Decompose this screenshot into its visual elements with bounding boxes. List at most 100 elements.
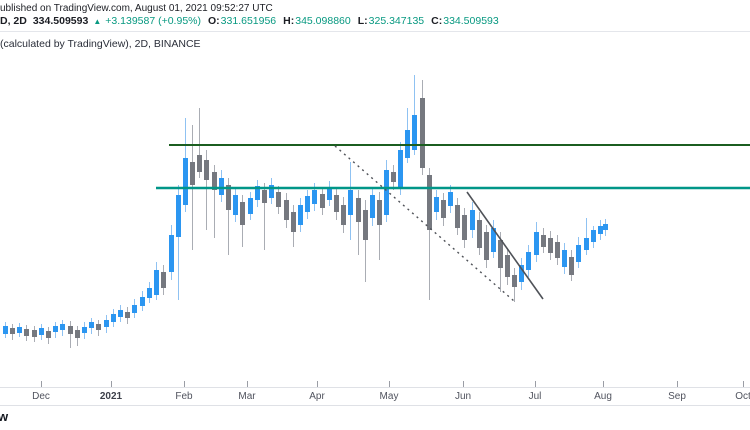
candle-down — [204, 160, 209, 180]
candle-up — [169, 235, 174, 272]
x-axis-tick — [743, 381, 744, 387]
candle-down — [240, 202, 245, 225]
candle-up — [176, 195, 181, 237]
candle-down — [32, 330, 37, 337]
candle-down — [441, 200, 446, 218]
price-change: +3.139587 (+0.95%) — [105, 15, 201, 27]
x-axis-label-dec: Dec — [32, 391, 50, 402]
candle-down — [212, 172, 217, 190]
close-value: 334.509593 — [443, 15, 499, 27]
candle-up — [269, 185, 274, 198]
candle-up — [576, 245, 581, 262]
time-axis-bottom-border — [0, 405, 750, 406]
candle-up — [82, 327, 87, 333]
x-axis-tick — [184, 381, 185, 387]
candle-up — [3, 326, 8, 334]
x-axis-tick — [317, 381, 318, 387]
candle-up — [154, 270, 159, 295]
candle-down — [291, 212, 296, 232]
x-axis-tick — [389, 381, 390, 387]
pane-label: (calculated by TradingView), 2D, BINANCE — [0, 38, 201, 50]
last-price: 334.509593 — [32, 15, 89, 27]
high-value: 345.098860 — [295, 15, 351, 27]
candle-up — [526, 252, 531, 270]
x-axis-label-sep: Sep — [668, 391, 686, 402]
candle-down — [391, 172, 396, 182]
candle-down — [356, 198, 361, 222]
candle-up — [233, 195, 238, 215]
candle-down — [320, 194, 325, 208]
candle-up — [305, 196, 310, 212]
candle-down — [363, 210, 368, 240]
candle-up — [448, 192, 453, 206]
candle-up — [327, 188, 332, 200]
candle-down — [541, 235, 546, 247]
high-label: H: — [283, 15, 295, 27]
candle-down — [455, 205, 460, 228]
candle-up — [384, 170, 389, 215]
candle-up — [491, 228, 496, 252]
candle-down — [555, 242, 560, 258]
candle-down — [96, 324, 101, 330]
x-axis-label-feb: Feb — [175, 391, 193, 402]
open-value: 331.651956 — [220, 15, 277, 27]
x-axis-label-aug: Aug — [594, 391, 612, 402]
x-axis-label-2021: 2021 — [99, 391, 123, 402]
candle-down — [24, 329, 29, 336]
candle-up — [534, 232, 539, 255]
candle-down — [462, 215, 467, 240]
candle-down — [262, 190, 267, 203]
candle-up — [591, 230, 596, 242]
time-axis-top-border — [0, 387, 750, 388]
x-axis-tick — [41, 381, 42, 387]
candle-up — [118, 310, 123, 317]
candle-down — [10, 328, 15, 334]
candle-up — [470, 210, 475, 230]
publish-timestamp: ublished on TradingView.com, August 01, … — [0, 3, 273, 14]
candle-up — [132, 305, 137, 313]
candle-down — [161, 272, 166, 288]
candle-down — [75, 330, 80, 338]
x-axis-tick — [677, 381, 678, 387]
candle-down — [46, 331, 51, 338]
candle-up — [348, 190, 353, 215]
tradingview-watermark: w — [0, 409, 9, 424]
symbol-label: D, 2D — [0, 15, 27, 27]
low-value: 325.347135 — [368, 15, 425, 27]
candle-up — [39, 328, 44, 335]
candle-up — [53, 326, 58, 332]
candle-up — [104, 320, 109, 327]
x-axis-label-apr: Apr — [309, 391, 325, 402]
candle-up — [147, 288, 152, 298]
x-axis-tick — [463, 381, 464, 387]
candle-down — [276, 192, 281, 207]
candle-down — [334, 195, 339, 212]
x-axis-tick — [603, 381, 604, 387]
candle-down — [284, 200, 289, 220]
candle-down — [512, 275, 517, 287]
candle-up — [219, 178, 224, 195]
candle-down — [569, 257, 574, 275]
candle-up — [584, 238, 589, 250]
candle-down — [477, 220, 482, 248]
candle-up — [17, 327, 22, 333]
candle-up — [370, 195, 375, 218]
candle-up — [89, 322, 94, 328]
header-separator — [0, 31, 750, 32]
x-axis-tick — [535, 381, 536, 387]
x-axis-tick — [111, 381, 112, 387]
candle-up — [412, 115, 417, 150]
candle-up — [434, 197, 439, 212]
candle-up — [562, 250, 567, 267]
x-axis-label-mar: Mar — [238, 391, 256, 402]
candle-up — [255, 186, 260, 200]
change-up-arrow-icon: ▲ — [93, 17, 102, 26]
candle-down — [197, 155, 202, 172]
solid-trendline — [466, 191, 544, 300]
x-axis-label-jun: Jun — [454, 391, 472, 402]
candle-up — [140, 297, 145, 306]
candle-up — [298, 205, 303, 225]
candle-down — [498, 240, 503, 268]
